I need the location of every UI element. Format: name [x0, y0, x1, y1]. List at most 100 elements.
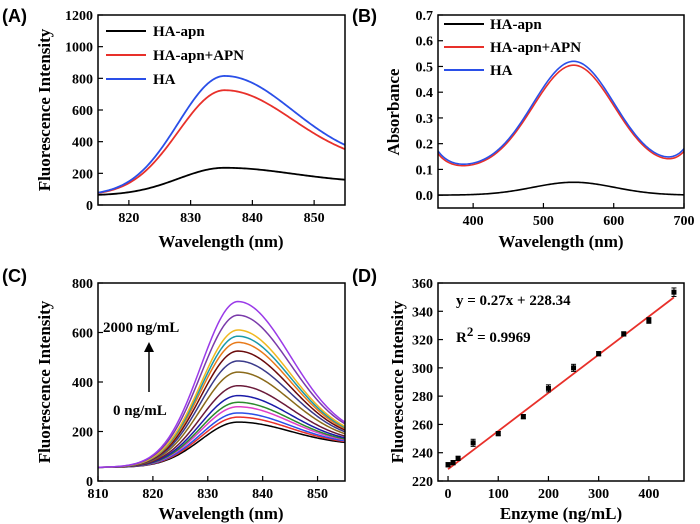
- data-point: [495, 431, 501, 437]
- data-point: [671, 289, 677, 295]
- y-tick-label: 0.5: [416, 60, 434, 75]
- panel-b-legend: HA-apn HA-apn+APN HA: [444, 17, 581, 79]
- x-tick-label: 830: [197, 487, 218, 502]
- x-tick-label: 840: [252, 487, 273, 502]
- panel-d-ticks: 0 100 200 300 400 220 240 260 280 300 320 340 360: [412, 277, 659, 502]
- panel-b-ylabel: Absorbance: [384, 68, 403, 155]
- y-tick-label: 1200: [65, 9, 93, 24]
- data-point: [545, 385, 551, 391]
- panel-a-curves: [97, 75, 346, 196]
- y-tick-label: 0: [86, 475, 93, 490]
- y-tick-label: 0.2: [416, 138, 434, 153]
- y-tick-label: 320: [412, 334, 433, 349]
- legend-label-b-ha: HA: [490, 63, 513, 79]
- y-tick-label: 0: [86, 199, 93, 214]
- x-tick-label: 300: [588, 487, 609, 502]
- data-point: [445, 462, 451, 468]
- panel-d: (D) 0 100 200 300 400 220 240 260 280 300 320 340 36…: [352, 266, 685, 523]
- data-point: [455, 455, 461, 461]
- y-tick-label: 200: [72, 167, 93, 182]
- y-tick-label: 300: [412, 362, 433, 377]
- x-tick-label: 700: [674, 214, 695, 229]
- y-tick-label: 0.7: [416, 9, 434, 24]
- panel-a-ylabel: Fluorescence Intensity: [35, 28, 54, 191]
- x-tick-label: 600: [603, 214, 624, 229]
- panel-b-series-1: [437, 64, 685, 167]
- x-tick-label: 100: [488, 487, 509, 502]
- legend-label-b-ha-apn: HA-apn: [490, 17, 542, 33]
- x-tick-label: 810: [88, 487, 109, 502]
- x-tick-label: 840: [242, 211, 263, 226]
- x-tick-label: 400: [463, 214, 484, 229]
- panel-c-label: (C): [2, 266, 27, 286]
- y-tick-label: 0.6: [416, 35, 434, 50]
- panel-c: (C) 810 820 830 840 850 0 200 400 600 800 2000 ng…: [2, 266, 346, 523]
- fit-line: [447, 296, 675, 470]
- y-tick-label: 0.0: [416, 189, 434, 204]
- legend-label-ha-apn: HA-apn: [153, 24, 205, 40]
- x-tick-label: 830: [180, 211, 201, 226]
- y-tick-label: 800: [72, 277, 93, 292]
- panel-d-frame: [437, 282, 685, 482]
- panel-d-plot: [445, 287, 677, 470]
- panel-c-xlabel: Wavelength (nm): [158, 504, 283, 523]
- panel-d-xlabel: Enzyme (ng/mL): [500, 504, 622, 523]
- data-point: [520, 414, 526, 420]
- panel-a-series-0: [97, 166, 346, 196]
- panel-b: (B) 400 500 600 700 0.0 0.1 0.2 0.3 0.4 0.5 0.6 0.7…: [352, 6, 695, 251]
- panel-d-r2: R2 = 0.9969: [456, 324, 531, 346]
- data-point: [621, 331, 627, 337]
- y-tick-label: 400: [72, 376, 93, 391]
- panel-a-xlabel: Wavelength (nm): [158, 232, 283, 251]
- x-tick-label: 850: [307, 487, 328, 502]
- y-tick-label: 240: [412, 447, 433, 462]
- panel-b-frame: [437, 14, 685, 209]
- panel-b-label: (B): [352, 6, 377, 26]
- x-tick-label: 850: [304, 211, 325, 226]
- y-tick-label: 360: [412, 277, 433, 292]
- data-point: [646, 317, 652, 323]
- panel-d-label: (D): [352, 266, 377, 286]
- panel-c-series-2000: [97, 300, 346, 468]
- y-tick-label: 280: [412, 390, 433, 405]
- legend-label-ha: HA: [153, 72, 176, 88]
- x-tick-label: 200: [538, 487, 559, 502]
- data-point: [596, 351, 602, 357]
- y-tick-label: 400: [72, 136, 93, 151]
- panel-c-series-1000: [97, 314, 346, 468]
- y-tick-label: 340: [412, 305, 433, 320]
- x-tick-label: 820: [118, 211, 139, 226]
- panel-a-series-1: [97, 89, 346, 194]
- panel-b-xlabel: Wavelength (nm): [498, 232, 623, 251]
- y-tick-label: 200: [72, 426, 93, 441]
- panel-a-series-2: [97, 75, 346, 194]
- panel-c-annotation-top: 2000 ng/mL: [103, 320, 179, 336]
- panel-d-equation: y = 0.27x + 228.34: [456, 293, 571, 309]
- panel-d-r2-label: R: [456, 330, 467, 346]
- y-tick-label: 800: [72, 72, 93, 87]
- legend-label-ha-apn-apn: HA-apn+APN: [153, 48, 244, 64]
- y-tick-label: 0.4: [416, 86, 434, 101]
- y-tick-label: 1000: [65, 41, 93, 56]
- panel-b-series-2: [437, 60, 685, 165]
- panel-a-ticks: 820 830 840 850 0 200 400 600 800 1000 1200: [65, 9, 325, 226]
- y-tick-label: 0.3: [416, 112, 434, 127]
- x-tick-label: 820: [142, 487, 163, 502]
- panel-b-ticks: 400 500 600 700 0.0 0.1 0.2 0.3 0.4 0.5 0.6 0.7: [416, 9, 695, 229]
- panel-a-label: (A): [2, 6, 27, 26]
- panel-b-series-0: [438, 181, 685, 196]
- data-point: [450, 460, 456, 466]
- legend-label-b-ha-apn-apn: HA-apn+APN: [490, 40, 581, 56]
- data-point: [571, 365, 577, 371]
- x-tick-label: 400: [638, 487, 659, 502]
- x-tick-label: 500: [533, 214, 554, 229]
- panel-c-ticks: 810 820 830 840 850 0 200 400 600 800: [72, 277, 328, 502]
- panel-a-legend: HA-apn HA-apn+APN HA: [106, 24, 244, 88]
- x-tick-label: 0: [445, 487, 452, 502]
- panel-c-ylabel: Fluorescence Intensity: [35, 300, 54, 463]
- panel-d-r2-exp: 2: [467, 324, 474, 339]
- panel-d-ylabel: Fluorescence Intensity: [388, 300, 407, 463]
- y-tick-label: 600: [72, 327, 93, 342]
- y-tick-label: 260: [412, 418, 433, 433]
- panel-c-annotation-bottom: 0 ng/mL: [113, 403, 167, 419]
